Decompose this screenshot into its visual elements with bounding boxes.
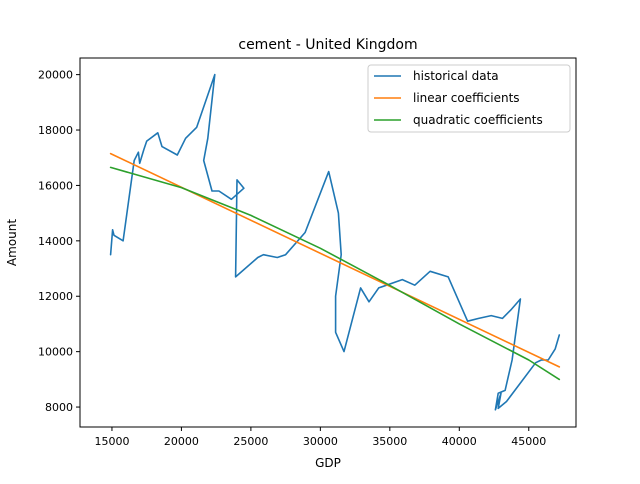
x-tick-label: 25000 [233,435,268,448]
series-line-1 [109,73,561,411]
y-tick-label: 20000 [38,69,73,82]
series-line-3 [109,166,561,381]
legend: historical data linear coefficients quadra… [367,64,571,133]
y-tick-label: 12000 [38,290,73,303]
y-tick-label: 8000 [45,401,73,414]
y-axis: 8000 10000 12000 14000 16000 18000 20000 [38,69,80,414]
legend-label: historical data [413,69,499,83]
x-tick-label: 15000 [94,435,129,448]
plot-area [109,73,561,411]
x-axis-label: GDP [315,456,341,470]
legend-box [367,64,571,133]
y-tick-label: 14000 [38,235,73,248]
x-tick-label: 30000 [303,435,338,448]
axes-frame [79,57,577,428]
y-tick-label: 16000 [38,179,73,192]
y-tick-label: 18000 [38,124,73,137]
chart-title: cement - United Kingdom [238,37,417,53]
x-tick-label: 35000 [372,435,407,448]
y-tick-label: 10000 [38,346,73,359]
legend-label: linear coefficients [413,91,520,105]
y-axis-label: Amount [5,219,19,266]
x-tick-label: 45000 [511,435,546,448]
legend-label: quadratic coefficients [413,113,543,127]
x-tick-label: 40000 [442,435,477,448]
x-axis: 15000 20000 25000 30000 35000 40000 45000 [94,427,546,448]
x-tick-label: 20000 [164,435,199,448]
